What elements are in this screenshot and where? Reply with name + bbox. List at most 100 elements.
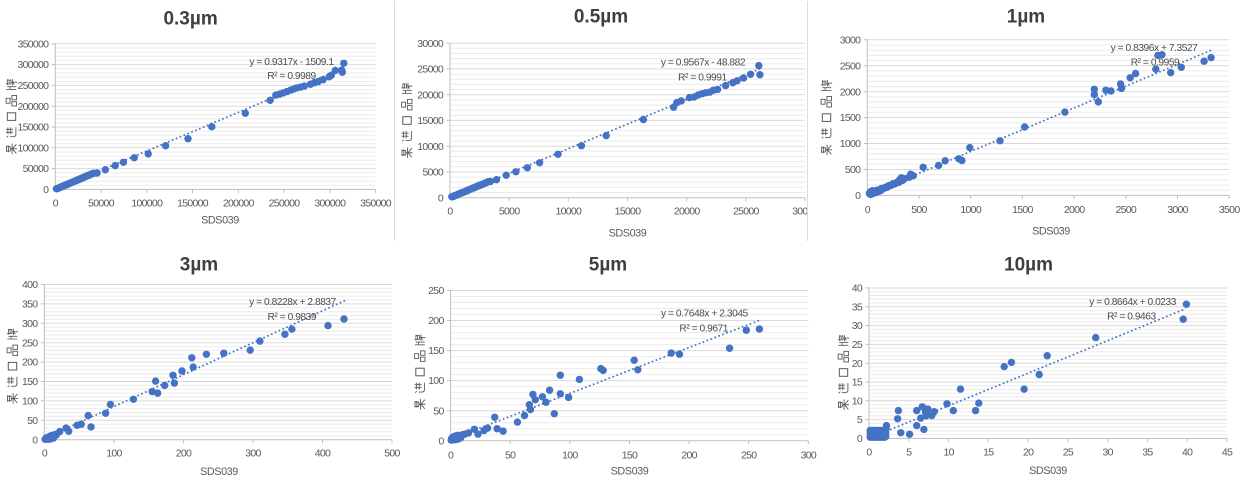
svg-text:15000: 15000 — [417, 115, 444, 127]
svg-text:0: 0 — [447, 206, 453, 218]
svg-text:100: 100 — [22, 396, 38, 408]
svg-text:10: 10 — [943, 447, 954, 459]
svg-text:R² = 0.9991: R² = 0.9991 — [678, 73, 727, 84]
svg-text:2500: 2500 — [1116, 204, 1137, 216]
svg-text:0: 0 — [43, 184, 49, 196]
svg-text:R² = 0.9989: R² = 0.9989 — [267, 71, 316, 82]
svg-text:10: 10 — [852, 395, 863, 407]
svg-text:35: 35 — [852, 301, 863, 313]
svg-text:10000: 10000 — [417, 141, 444, 153]
svg-text:0: 0 — [448, 450, 454, 462]
svg-text:200: 200 — [681, 450, 697, 462]
svg-text:0: 0 — [438, 192, 444, 204]
svg-text:300: 300 — [22, 318, 38, 330]
svg-text:SDS039: SDS039 — [1032, 226, 1070, 238]
svg-text:1500: 1500 — [840, 112, 861, 124]
svg-text:50000: 50000 — [23, 163, 50, 175]
svg-text:R² = 0.9959: R² = 0.9959 — [1131, 58, 1180, 69]
svg-text:300000: 300000 — [314, 197, 346, 209]
svg-text:25000: 25000 — [733, 206, 760, 218]
svg-text:200000: 200000 — [223, 197, 255, 209]
svg-text:0.3µm: 0.3µm — [163, 8, 217, 29]
svg-text:250000: 250000 — [269, 197, 301, 209]
svg-text:R² = 0.9839: R² = 0.9839 — [268, 312, 317, 323]
svg-text:40: 40 — [852, 283, 863, 295]
svg-text:1500: 1500 — [1012, 204, 1033, 216]
svg-text:25: 25 — [1063, 447, 1074, 459]
svg-text:200: 200 — [176, 448, 192, 460]
svg-text:SDS039: SDS039 — [200, 466, 238, 478]
svg-text:250000: 250000 — [17, 80, 49, 92]
svg-text:0: 0 — [865, 204, 871, 216]
svg-text:R² = 0.9671: R² = 0.9671 — [679, 324, 728, 335]
svg-text:350000: 350000 — [17, 38, 49, 50]
svg-text:0.5µm: 0.5µm — [574, 6, 628, 27]
svg-text:10000: 10000 — [555, 206, 582, 218]
svg-text:150: 150 — [428, 345, 444, 357]
svg-text:250: 250 — [741, 450, 757, 462]
svg-text:3000: 3000 — [840, 34, 861, 46]
svg-text:400: 400 — [315, 448, 331, 460]
svg-text:100: 100 — [562, 450, 578, 462]
svg-text:20000: 20000 — [674, 206, 701, 218]
svg-text:200: 200 — [428, 315, 444, 327]
svg-text:15: 15 — [852, 377, 863, 389]
svg-text:200000: 200000 — [17, 101, 49, 113]
svg-text:1000: 1000 — [840, 138, 861, 150]
svg-text:0: 0 — [857, 433, 863, 445]
svg-text:150: 150 — [622, 450, 638, 462]
svg-text:250: 250 — [428, 285, 444, 297]
svg-text:50: 50 — [27, 415, 38, 427]
svg-text:300: 300 — [801, 450, 817, 462]
svg-text:y = 0.8664x + 0.0233: y = 0.8664x + 0.0233 — [1089, 297, 1177, 308]
svg-text:45: 45 — [1222, 447, 1233, 459]
svg-text:10µm: 10µm — [1004, 254, 1053, 275]
svg-text:400: 400 — [22, 279, 38, 291]
svg-text:y = 0.9317x - 1509.1: y = 0.9317x - 1509.1 — [249, 57, 334, 68]
svg-text:500: 500 — [384, 448, 400, 460]
svg-text:y = 0.8396x + 7.3527: y = 0.8396x + 7.3527 — [1111, 43, 1199, 54]
svg-text:15000: 15000 — [615, 206, 642, 218]
svg-text:2500: 2500 — [840, 60, 861, 72]
svg-text:250: 250 — [22, 337, 38, 349]
svg-text:300: 300 — [245, 448, 261, 460]
svg-text:2000: 2000 — [840, 86, 861, 98]
svg-text:100: 100 — [106, 448, 122, 460]
svg-text:3000: 3000 — [1167, 204, 1188, 216]
svg-text:25: 25 — [852, 339, 863, 351]
svg-text:50000: 50000 — [88, 197, 115, 209]
svg-text:5µm: 5µm — [589, 254, 627, 275]
svg-text:500: 500 — [845, 164, 861, 176]
svg-text:20000: 20000 — [417, 89, 444, 101]
svg-text:3µm: 3µm — [180, 254, 218, 275]
svg-text:350000: 350000 — [360, 197, 392, 209]
svg-text:150: 150 — [22, 376, 38, 388]
svg-text:0: 0 — [438, 435, 444, 447]
svg-text:150000: 150000 — [177, 197, 209, 209]
svg-text:30: 30 — [1103, 447, 1114, 459]
svg-text:SDS039: SDS039 — [1029, 465, 1067, 477]
svg-text:150000: 150000 — [17, 122, 49, 134]
svg-text:y = 0.7648x + 2.3045: y = 0.7648x + 2.3045 — [661, 309, 749, 320]
svg-text:0: 0 — [855, 190, 861, 202]
svg-text:2000: 2000 — [1064, 204, 1085, 216]
svg-text:R² = 0.9463: R² = 0.9463 — [1107, 311, 1156, 322]
svg-text:100: 100 — [428, 375, 444, 387]
svg-text:1000: 1000 — [960, 204, 981, 216]
svg-text:40: 40 — [1182, 447, 1193, 459]
svg-text:500: 500 — [911, 204, 927, 216]
svg-text:y = 0.8228x + 2.8837: y = 0.8228x + 2.8837 — [249, 297, 337, 308]
svg-text:200: 200 — [22, 357, 38, 369]
svg-text:SDS039: SDS039 — [609, 228, 647, 240]
svg-text:5000: 5000 — [499, 206, 520, 218]
svg-text:5: 5 — [906, 447, 912, 459]
svg-text:35: 35 — [1142, 447, 1153, 459]
svg-text:3500: 3500 — [1219, 204, 1240, 216]
svg-text:30000: 30000 — [417, 38, 444, 50]
svg-text:50: 50 — [433, 405, 444, 417]
svg-text:30000: 30000 — [792, 206, 819, 218]
svg-text:0: 0 — [53, 197, 59, 209]
svg-text:350: 350 — [22, 299, 38, 311]
svg-text:15: 15 — [983, 447, 994, 459]
svg-text:0: 0 — [866, 447, 872, 459]
